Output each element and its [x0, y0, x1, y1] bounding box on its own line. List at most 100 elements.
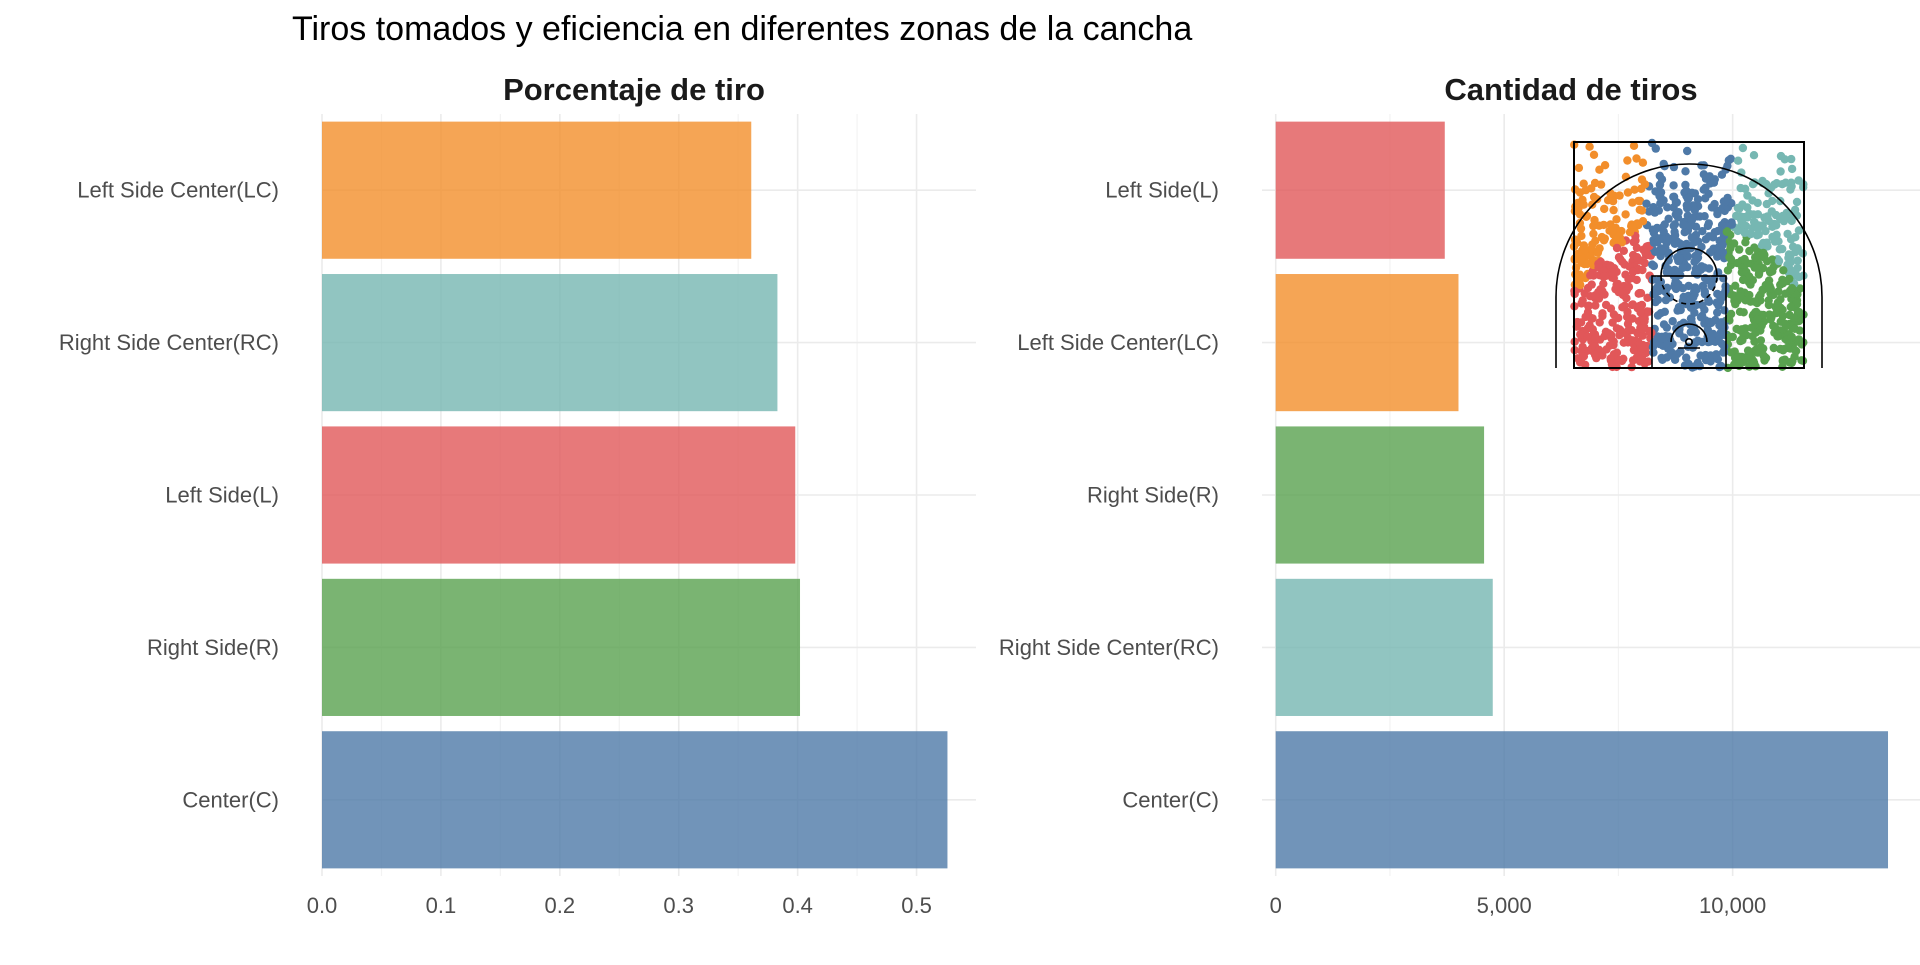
shot-dot [1776, 295, 1785, 304]
shot-dot [1789, 313, 1799, 323]
shot-dot [1657, 246, 1667, 255]
shot-dot [1687, 215, 1697, 225]
panel-title: Cantidad de tiros [1444, 72, 1697, 107]
x-tick-label: 5,000 [1477, 893, 1532, 918]
shot-dot [1608, 268, 1618, 278]
shot-dot [1601, 300, 1611, 310]
shot-dot [1793, 256, 1802, 265]
shot-dot [1614, 313, 1623, 323]
shot-dot [1769, 321, 1778, 331]
shot-dot [1687, 233, 1697, 242]
y-tick-label: Left Side Center(LC) [77, 178, 279, 203]
shot-dot [1663, 203, 1672, 212]
shot-dot [1614, 253, 1624, 262]
shot-dot [1574, 163, 1584, 173]
bar-center-c [1275, 731, 1889, 869]
shot-dot [1774, 237, 1783, 246]
shot-dot [1698, 227, 1707, 236]
shot-dot [1590, 334, 1600, 343]
shot-dot [1698, 281, 1708, 291]
shot-dot [1750, 297, 1759, 306]
shot-dot [1764, 284, 1774, 293]
shot-dot [1722, 227, 1732, 236]
shot-dot [1726, 348, 1736, 357]
shot-dot [1643, 357, 1653, 366]
shot-dot [1653, 282, 1663, 291]
bar-right-side-r [322, 578, 801, 716]
shot-dot [1632, 253, 1642, 262]
shot-dot [1668, 317, 1677, 326]
shot-dot [1638, 331, 1647, 340]
shot-dot [1663, 236, 1672, 246]
shot-dot [1590, 350, 1600, 360]
shot-dot [1609, 205, 1618, 215]
shot-dot [1707, 318, 1716, 328]
shot-dot [1783, 229, 1792, 239]
shot-dot [1751, 362, 1760, 371]
court-zone-inset [1555, 138, 1823, 373]
shot-dot [1666, 350, 1675, 360]
shot-dot [1735, 307, 1745, 316]
shot-dot [1674, 268, 1683, 277]
shot-dot [1689, 293, 1698, 302]
shot-dot [1628, 356, 1638, 365]
shot-dot [1583, 259, 1592, 269]
shot-dot [1649, 289, 1658, 299]
shot-dot [1718, 248, 1728, 257]
x-tick-label: 0.2 [545, 893, 576, 918]
shot-dot [1778, 244, 1787, 254]
shot-dot [1752, 307, 1761, 317]
shot-dot [1745, 246, 1754, 256]
shot-dot [1629, 345, 1639, 355]
shot-dot [1791, 233, 1800, 242]
shot-dot [1690, 308, 1699, 317]
shot-dot [1765, 266, 1775, 275]
bar-left-side-center-lc [322, 121, 752, 259]
shot-dot [1671, 277, 1680, 286]
shot-dot [1638, 324, 1648, 334]
shot-dot [1734, 352, 1744, 361]
shot-dot [1599, 236, 1609, 245]
shot-dot [1570, 185, 1580, 194]
shot-dot [1612, 215, 1621, 224]
shot-dot [1589, 229, 1598, 238]
panel-shooting-percentage: Left Side Center(LC) Right Side Center(RC… [59, 72, 976, 918]
shot-dot [1649, 348, 1658, 357]
x-tick-label: 0.4 [782, 893, 813, 918]
shot-dot [1754, 221, 1763, 230]
shot-dot [1794, 335, 1804, 344]
shot-dot [1786, 302, 1796, 312]
shot-dot [1628, 300, 1638, 309]
shot-dot [1638, 158, 1648, 167]
y-tick-label: Right Side(R) [1087, 483, 1219, 508]
shot-dot [1704, 295, 1713, 305]
y-tick-label: Center(C) [1122, 787, 1219, 812]
shot-dot [1700, 263, 1709, 272]
shot-dot [1731, 281, 1740, 290]
shot-dot [1683, 146, 1692, 156]
shot-dot [1706, 357, 1715, 366]
shot-dot [1592, 195, 1602, 204]
shot-dot [1636, 355, 1645, 364]
shot-dot [1648, 275, 1658, 284]
shot-dot [1659, 227, 1668, 236]
shot-dot [1670, 239, 1680, 248]
bar-right-side-center-rc [322, 274, 778, 412]
shot-dot [1681, 167, 1690, 176]
shot-dot [1653, 238, 1662, 247]
shot-dot [1727, 220, 1737, 229]
shot-dot [1600, 204, 1609, 214]
shot-dot [1683, 204, 1692, 213]
free-throw-arc [1660, 247, 1718, 277]
shot-dot [1599, 279, 1608, 288]
shot-dot [1708, 329, 1718, 339]
y-tick-label: Right Side Center(RC) [59, 330, 279, 355]
shot-dot [1794, 307, 1804, 317]
shot-dot [1599, 272, 1609, 281]
shot-dot [1772, 221, 1781, 230]
shot-dot [1630, 185, 1639, 194]
y-tick-label: Right Side(R) [147, 635, 279, 660]
shot-dot [1623, 156, 1632, 165]
bar-left-side-l [1275, 121, 1445, 259]
